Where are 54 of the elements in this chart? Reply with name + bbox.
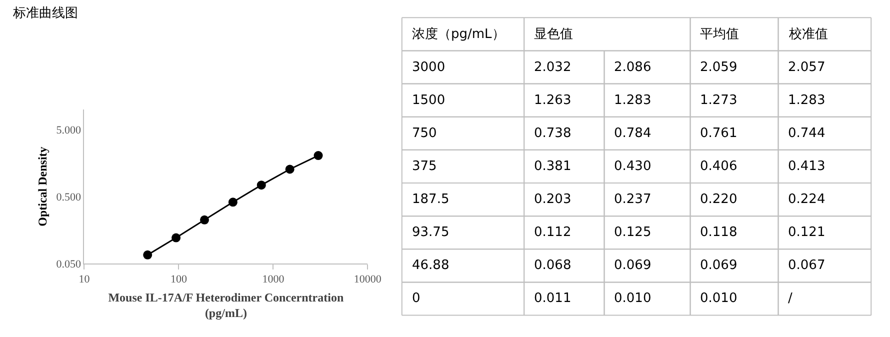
y-tick-label: 5.000 bbox=[56, 124, 82, 137]
data-label: 0.203 bbox=[534, 192, 572, 207]
data-label: 0.112 bbox=[534, 225, 572, 240]
data-label: 0.220 bbox=[700, 192, 738, 207]
data-label: 0.118 bbox=[700, 225, 738, 240]
data-label: 0.010 bbox=[700, 291, 738, 306]
y-tick-label: 750 bbox=[412, 126, 437, 141]
data-label: 0.761 bbox=[700, 126, 738, 141]
x-tick-label: 100 bbox=[170, 274, 188, 286]
chart-title: 标准曲线图 bbox=[12, 6, 78, 21]
data-label: 1.263 bbox=[534, 93, 572, 108]
text: / bbox=[788, 291, 792, 306]
y-tick-label: 1500 bbox=[412, 93, 446, 108]
data-label: 0.224 bbox=[788, 192, 826, 207]
data-label: 0.067 bbox=[788, 258, 826, 273]
x-tick-label: 显色值 bbox=[534, 27, 573, 42]
y-tick-label: 0.500 bbox=[56, 191, 82, 204]
y-tick-label: 0 bbox=[412, 291, 420, 306]
data-label: 0.121 bbox=[788, 225, 826, 240]
data-label: 2.057 bbox=[788, 60, 826, 75]
x-tick-label: 校准值 bbox=[788, 27, 828, 42]
x-axis-title: Mouse IL-17A/F Heterodimer Concerntration (pg/mL) bbox=[108, 290, 344, 320]
data-label: 0.413 bbox=[788, 159, 826, 174]
y-axis-title: Optical Density bbox=[36, 146, 50, 226]
y-tick-label: 187.5 bbox=[412, 192, 450, 207]
y-tick-label: 0.050 bbox=[56, 258, 82, 270]
y-tick-label: 93.75 bbox=[412, 225, 450, 240]
data-label: 1.283 bbox=[788, 93, 826, 108]
y-tick-label: 375 bbox=[412, 159, 437, 174]
x-tick-label: 平均值 bbox=[700, 27, 739, 42]
data-label: 0.069 bbox=[614, 258, 652, 273]
data-label: 0.406 bbox=[700, 159, 738, 174]
data-label: 0.068 bbox=[534, 258, 572, 273]
y-axis-title: 浓度（pg/mL） bbox=[412, 26, 505, 42]
data-label: 1.283 bbox=[614, 93, 652, 108]
data-label: 0.069 bbox=[700, 258, 738, 273]
data-label: 2.086 bbox=[614, 60, 652, 75]
data-label: 0.738 bbox=[534, 126, 572, 141]
data-label: 0.237 bbox=[614, 192, 652, 207]
data-label: 0.430 bbox=[614, 159, 652, 174]
x-tick-label: 1000 bbox=[262, 274, 285, 286]
y-tick-label: 46.88 bbox=[412, 258, 450, 273]
data-label: 0.784 bbox=[614, 126, 652, 141]
data-label: 0.381 bbox=[534, 159, 572, 174]
data-label: 0.744 bbox=[788, 126, 826, 141]
data-label: 0.125 bbox=[614, 225, 652, 240]
data-label: 2.032 bbox=[534, 60, 572, 75]
x-tick-label: 10 bbox=[78, 274, 90, 286]
data-label: 2.059 bbox=[700, 60, 738, 75]
data-label: 0.011 bbox=[534, 291, 572, 306]
x-tick-label: 10000 bbox=[354, 274, 382, 286]
y-tick-label: 3000 bbox=[412, 60, 446, 75]
data-label: 1.273 bbox=[700, 93, 738, 108]
data-label: 0.010 bbox=[614, 291, 652, 306]
